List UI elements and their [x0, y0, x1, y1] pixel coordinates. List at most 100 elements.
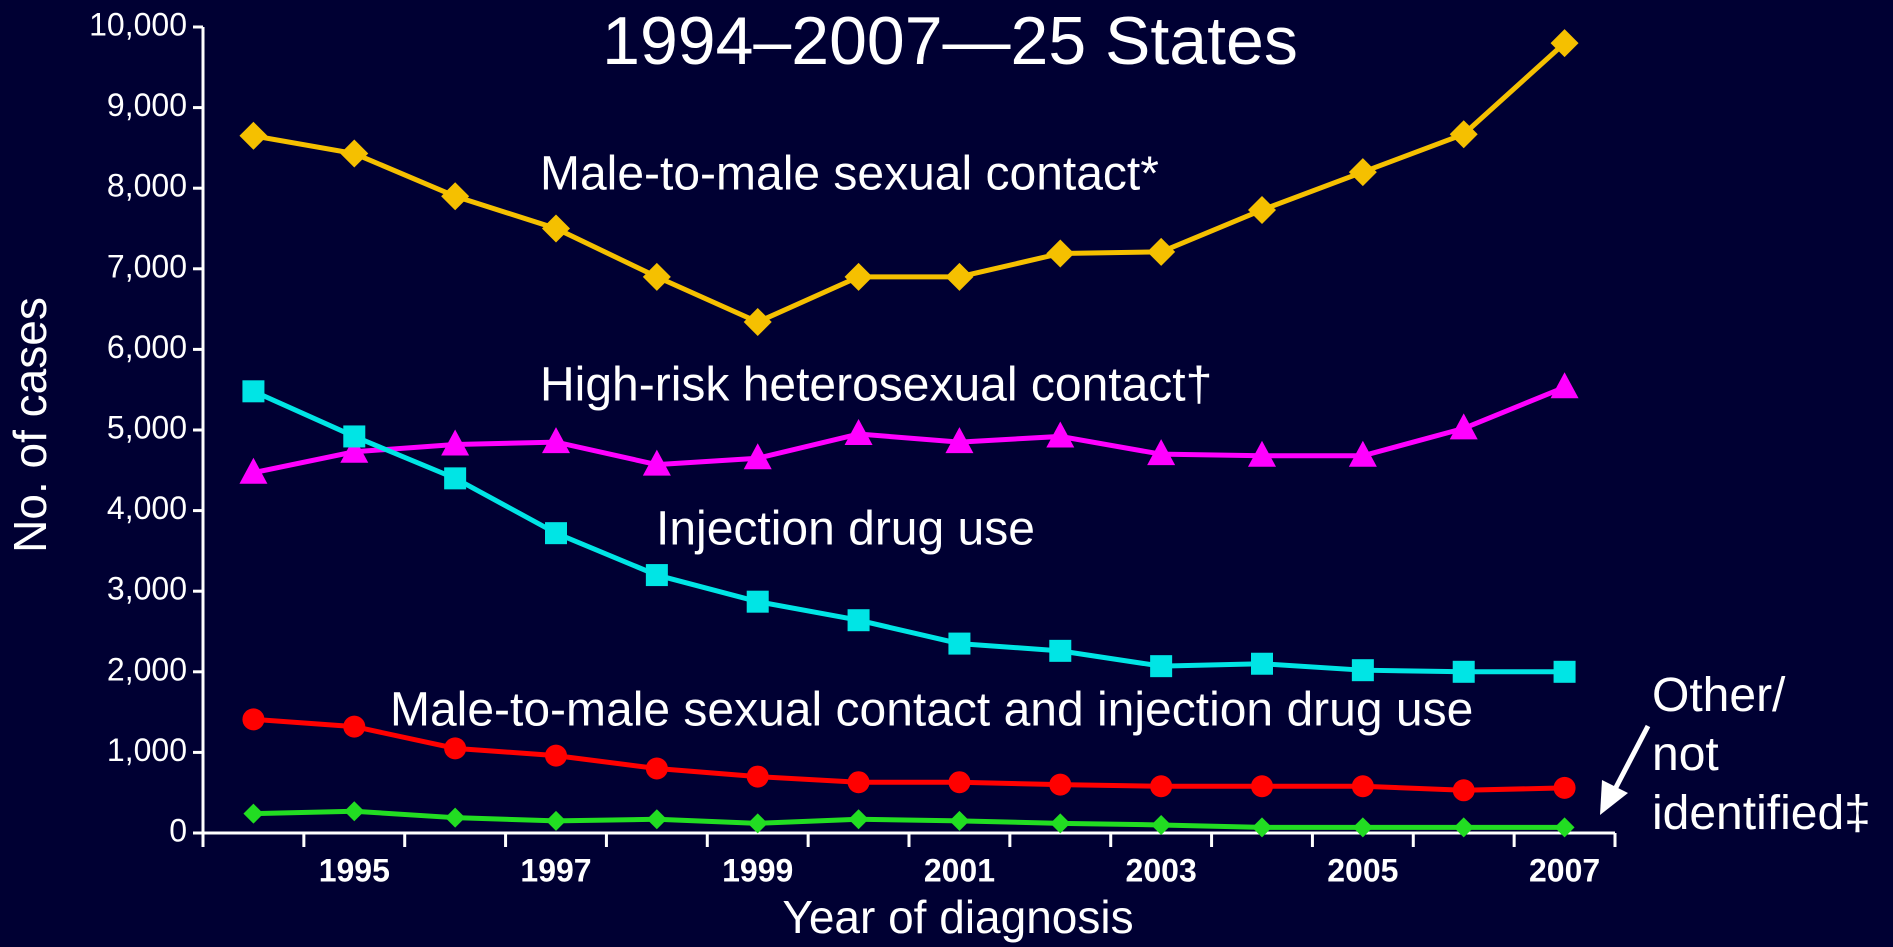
marker	[340, 139, 369, 168]
y-tick-label: 9,000	[107, 87, 187, 123]
marker	[1150, 655, 1173, 678]
marker	[1046, 421, 1075, 448]
x-tick-label: 1995	[319, 852, 390, 888]
marker	[1452, 660, 1475, 683]
marker	[1049, 773, 1072, 796]
marker	[239, 121, 268, 150]
series-label: Other/not identified‡	[1652, 669, 1871, 840]
y-axis-title: No. of cases	[4, 297, 56, 553]
series-line	[253, 808, 1565, 830]
y-tick-label: 4,000	[107, 490, 187, 526]
y-tick-label: 5,000	[107, 409, 187, 445]
marker	[1553, 660, 1576, 683]
marker	[340, 436, 369, 463]
marker	[1046, 239, 1075, 268]
series-line	[253, 716, 1565, 793]
marker	[542, 214, 570, 243]
marker	[847, 771, 870, 794]
marker	[646, 809, 667, 830]
marker	[747, 813, 768, 834]
marker	[243, 803, 264, 824]
marker	[242, 380, 265, 403]
marker	[546, 810, 566, 831]
marker	[645, 757, 668, 780]
marker	[1150, 775, 1173, 798]
y-tick-label: 2,000	[107, 651, 187, 687]
marker	[1550, 372, 1579, 399]
marker	[746, 590, 769, 613]
marker	[445, 807, 466, 828]
x-tick-label: 2001	[924, 852, 995, 888]
marker	[343, 715, 366, 738]
marker	[1554, 817, 1575, 838]
marker	[948, 632, 971, 655]
series-line	[252, 41, 1567, 325]
marker	[949, 810, 970, 831]
x-tick-label: 2007	[1529, 852, 1600, 888]
x-tick-label: 1997	[520, 852, 591, 888]
series-label: High-risk heterosexual contact†	[540, 359, 1212, 412]
marker	[344, 801, 365, 822]
marker	[1251, 652, 1273, 675]
y-tick-label: 7,000	[107, 248, 187, 284]
marker	[1151, 814, 1172, 835]
series-label: Injection drug use	[656, 503, 1035, 556]
y-tick-label: 6,000	[107, 329, 187, 365]
marker	[441, 429, 470, 456]
x-tick-label: 2003	[1126, 852, 1197, 888]
marker	[1449, 413, 1478, 440]
marker	[1453, 817, 1474, 838]
marker	[1348, 440, 1377, 467]
marker	[945, 427, 974, 454]
marker	[441, 182, 470, 211]
marker	[948, 771, 971, 794]
marker	[444, 737, 467, 760]
series-label: Male-to-male sexual contact*	[540, 148, 1159, 201]
marker	[545, 744, 567, 767]
marker	[1449, 120, 1478, 149]
marker	[746, 765, 769, 788]
marker	[844, 262, 873, 291]
marker	[1049, 639, 1072, 662]
marker	[1147, 439, 1176, 466]
marker	[242, 708, 265, 731]
marker	[848, 809, 869, 830]
marker	[343, 425, 366, 448]
series-line	[252, 384, 1566, 476]
marker	[642, 262, 671, 291]
chart-title: 1994–2007—25 States	[602, 3, 1298, 79]
marker	[1351, 775, 1374, 798]
marker	[1252, 817, 1272, 838]
marker	[645, 564, 668, 587]
marker	[444, 467, 467, 490]
x-axis-title: Year of diagnosis	[782, 891, 1133, 943]
marker	[1147, 237, 1176, 266]
arrow	[1600, 724, 1651, 815]
marker	[1251, 775, 1273, 798]
y-tick-label: 10,000	[89, 6, 187, 42]
marker	[1351, 659, 1374, 682]
marker	[1550, 29, 1579, 58]
y-tick-label: 1,000	[107, 732, 187, 768]
marker	[844, 419, 873, 446]
y-tick-label: 0	[169, 812, 187, 848]
marker	[642, 449, 671, 476]
marker	[1050, 813, 1071, 834]
y-tick-label: 3,000	[107, 571, 187, 607]
series-label: Male-to-male sexual contact and injectio…	[390, 684, 1473, 737]
marker	[545, 522, 567, 545]
marker	[945, 262, 974, 291]
marker	[743, 443, 772, 470]
marker	[847, 609, 870, 632]
y-tick-label: 8,000	[107, 168, 187, 204]
series-line	[252, 389, 1565, 675]
marker	[1553, 776, 1576, 799]
marker	[542, 427, 570, 454]
marker	[1452, 779, 1475, 802]
marker	[1352, 817, 1373, 838]
marker	[1248, 440, 1276, 467]
marker	[1348, 158, 1377, 187]
marker	[1248, 195, 1276, 224]
